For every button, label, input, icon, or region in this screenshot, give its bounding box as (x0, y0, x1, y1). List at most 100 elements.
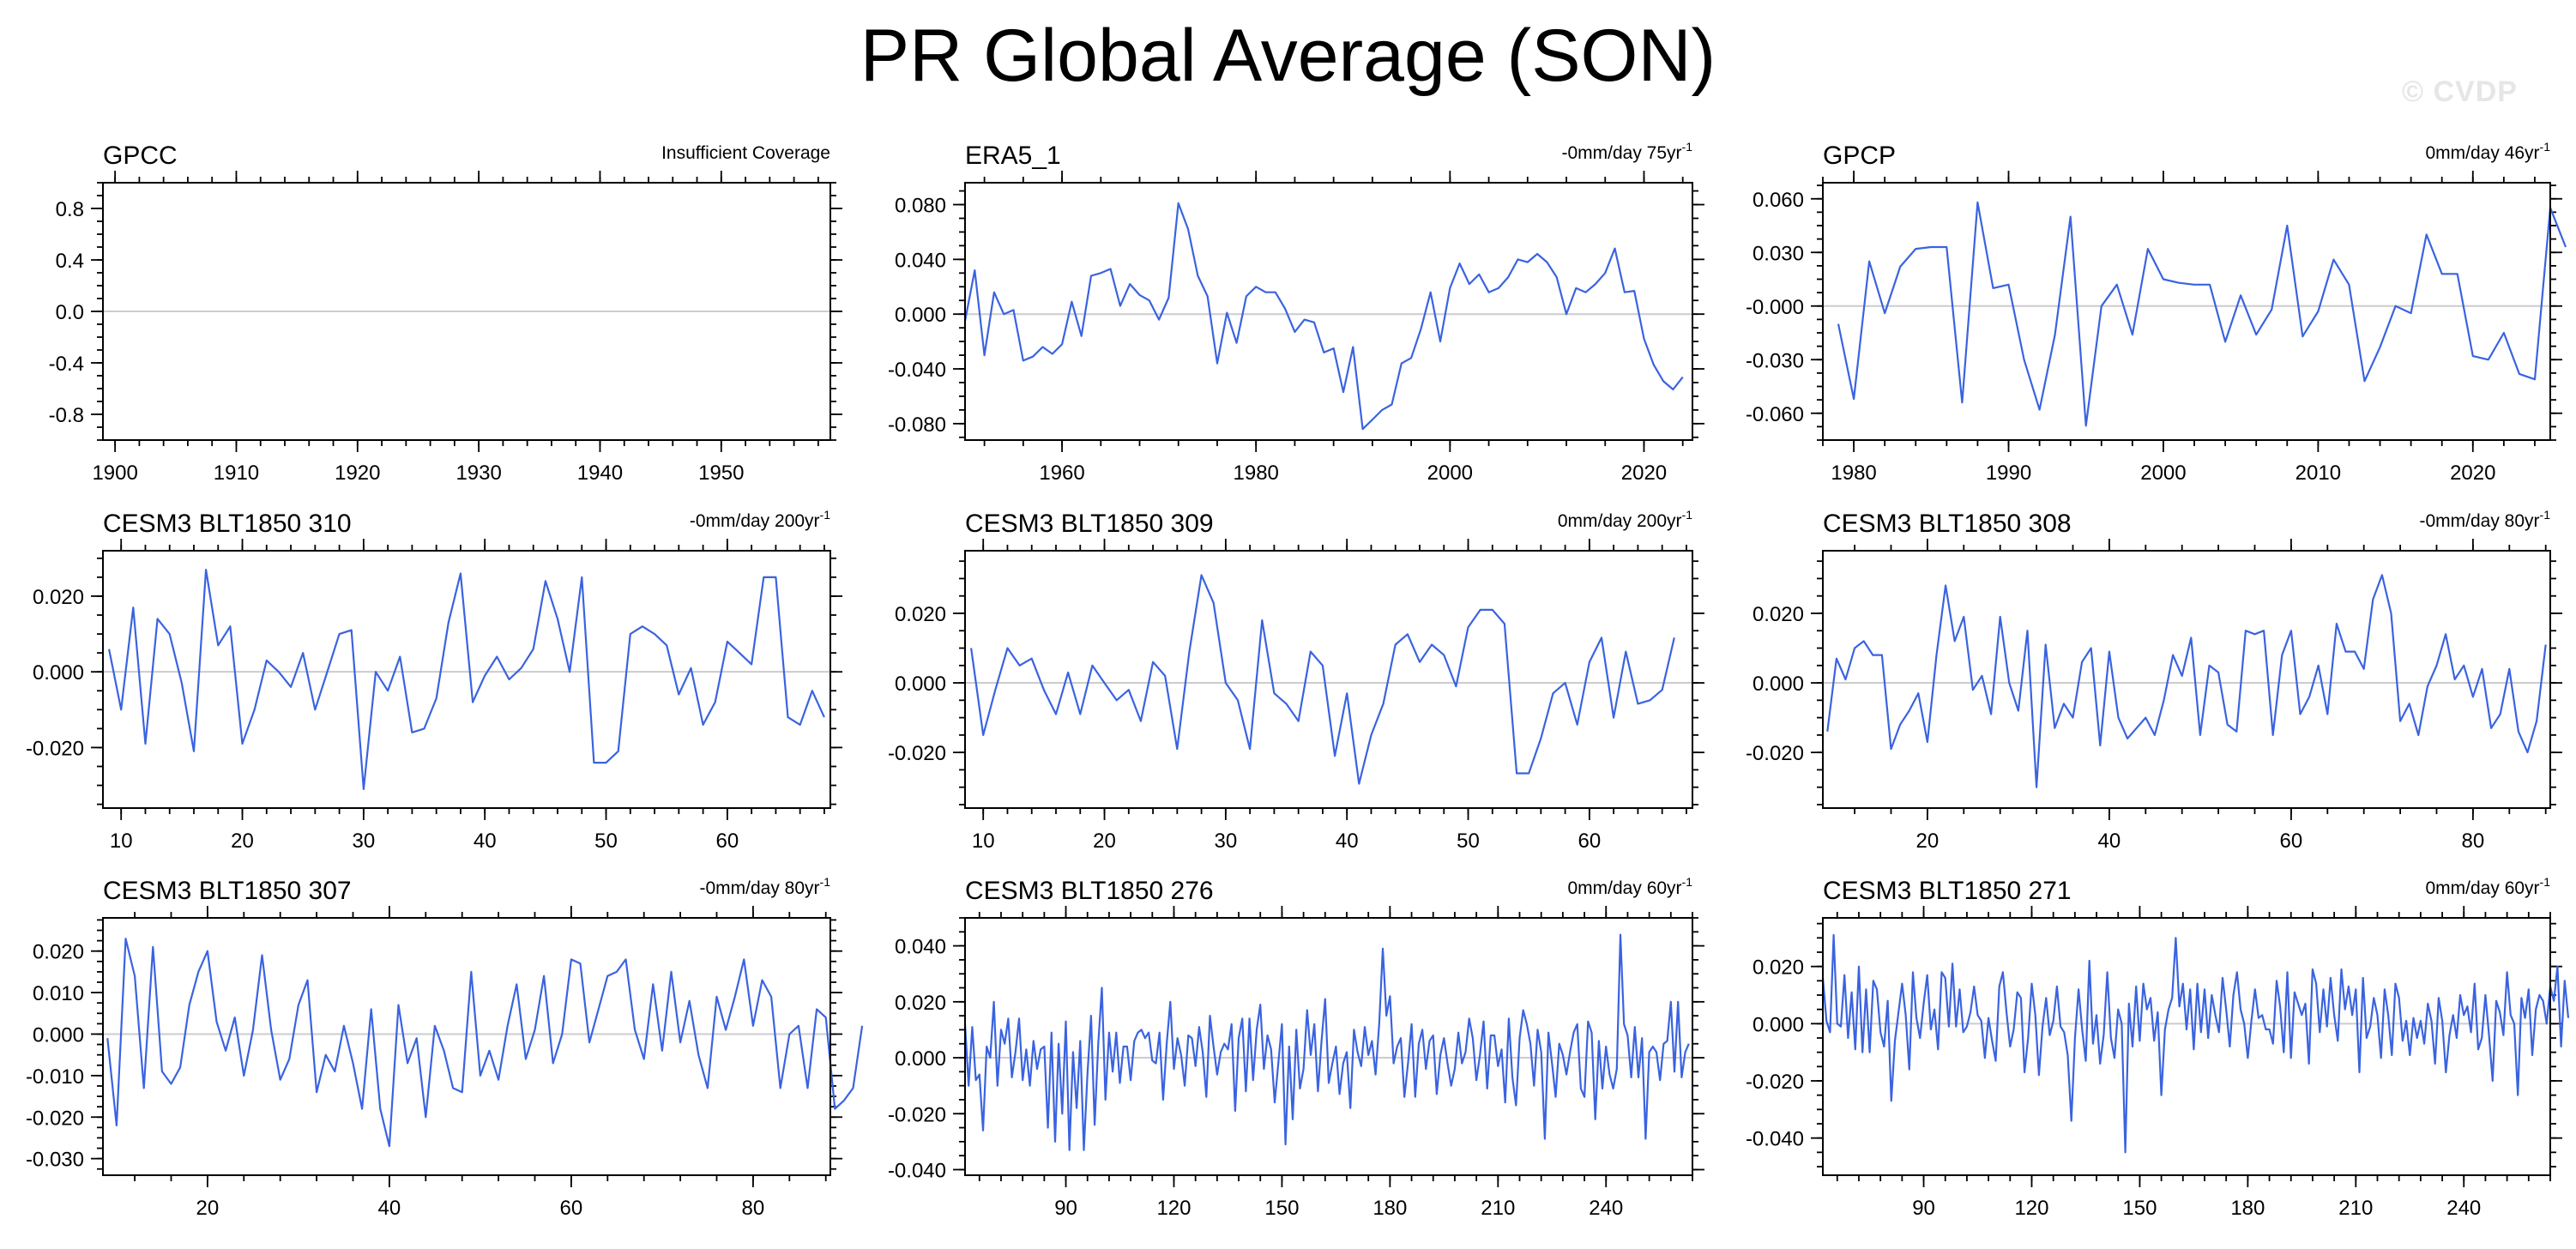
trend-exponent: -1 (1682, 140, 1693, 154)
y-tick-label: 0.020 (895, 603, 946, 626)
x-tick-label: 40 (2098, 830, 2121, 853)
trend-exponent: -1 (2540, 875, 2551, 889)
x-tick-label: 40 (378, 1197, 401, 1220)
y-tick-label: 0.8 (56, 198, 84, 221)
plot-frame (102, 550, 831, 809)
panel-title: CESM3 BLT1850 310 (103, 510, 352, 538)
x-tick-label: 1980 (1831, 462, 1876, 485)
x-tick-label: 1920 (335, 462, 380, 485)
panel-title: GPCC (103, 142, 178, 170)
y-tick-label: -0.040 (888, 1159, 946, 1182)
plot-frame (964, 917, 1693, 1176)
y-tick-label: 0.000 (33, 661, 84, 685)
y-tick-label: -0.020 (26, 1107, 84, 1130)
trend-exponent: -1 (820, 875, 831, 889)
y-tick-label: 0.040 (895, 936, 946, 959)
x-tick-label: 20 (1916, 830, 1940, 853)
x-tick-label: 20 (1093, 830, 1116, 853)
x-tick-label: 50 (594, 830, 618, 853)
trend-annotation: Insufficient Coverage (661, 143, 830, 163)
panel-title: CESM3 BLT1850 307 (103, 877, 352, 905)
x-tick-label: 80 (742, 1197, 765, 1220)
y-tick-label: -0.020 (888, 742, 946, 765)
panel-title: ERA5_1 (965, 142, 1061, 170)
series-line (970, 574, 1675, 785)
y-tick-label: -0.020 (26, 737, 84, 760)
trend-exponent: -1 (1682, 508, 1693, 522)
trend-annotation: -0mm/day 75yr-1 (1562, 140, 1693, 163)
y-tick-label: 0.000 (895, 304, 946, 327)
x-tick-label: 90 (1054, 1197, 1077, 1220)
x-tick-label: 210 (2338, 1197, 2373, 1220)
x-tick-label: 2010 (2295, 462, 2341, 485)
x-tick-label: 180 (2230, 1197, 2265, 1220)
chart-panel-6: CESM3 BLT1850 308 -0mm/day 80yr-1 0.020 0.0… (1746, 508, 2562, 853)
chart-panel-3: GPCP 0mm/day 46yr-1 0.060 0.030 -0.000 -0.030… (1746, 140, 2567, 485)
x-tick-label: 10 (972, 830, 995, 853)
x-tick-label: 1940 (577, 462, 623, 485)
trend-exponent: -1 (820, 508, 831, 522)
chart-panel-5: CESM3 BLT1850 309 0mm/day 200yr-1 0.020 0.0… (888, 508, 1704, 853)
plot-frame (1822, 182, 2551, 441)
y-tick-label: 0.000 (1753, 1013, 1804, 1036)
x-tick-label: 30 (353, 830, 376, 853)
panel-title: CESM3 BLT1850 308 (1823, 510, 2072, 538)
x-tick-label: 2020 (1621, 462, 1667, 485)
series-line (963, 202, 1684, 431)
trend-annotation: 0mm/day 46yr-1 (2426, 140, 2551, 163)
y-tick-label: 0.020 (1753, 956, 1804, 980)
x-tick-label: 90 (1912, 1197, 1935, 1220)
plot-frame (1822, 550, 2551, 809)
y-tick-label: 0.040 (895, 249, 946, 272)
x-tick-label: 1990 (1986, 462, 2031, 485)
watermark: © CVDP (2402, 75, 2518, 108)
y-tick-label: 0.020 (33, 586, 84, 609)
x-tick-label: 2000 (1427, 462, 1473, 485)
chart-panel-8: CESM3 BLT1850 276 0mm/day 60yr-1 0.040 0.02… (888, 875, 1704, 1220)
y-tick-label: -0.010 (26, 1065, 84, 1089)
panel-title: CESM3 BLT1850 276 (965, 877, 1214, 905)
x-tick-label: 40 (1336, 830, 1359, 853)
x-tick-label: 120 (2014, 1197, 2048, 1220)
x-tick-label: 180 (1372, 1197, 1407, 1220)
plot-frame (102, 917, 831, 1176)
x-tick-label: 60 (1578, 830, 1602, 853)
y-tick-label: 0.080 (895, 195, 946, 218)
y-tick-label: -0.060 (1746, 403, 1804, 426)
chart-panel-1: GPCC Insufficient Coverage 0.8 0.4 0.0 -0.4 -0… (49, 142, 842, 485)
y-tick-label: -0.080 (888, 413, 946, 437)
x-tick-label: 20 (231, 830, 254, 853)
y-tick-label: 0.020 (895, 992, 946, 1015)
trend-annotation: -0mm/day 80yr-1 (700, 875, 831, 898)
x-tick-label: 120 (1156, 1197, 1191, 1220)
trend-exponent: -1 (2540, 508, 2551, 522)
y-tick-label: -0.030 (1746, 349, 1804, 372)
chart-panel-9: CESM3 BLT1850 271 0mm/day 60yr-1 0.020 0.00… (1746, 875, 2570, 1220)
y-tick-label: -0.040 (1746, 1128, 1804, 1151)
y-tick-label: 0.060 (1753, 189, 1804, 212)
y-tick-label: -0.020 (1746, 742, 1804, 765)
x-tick-label: 40 (474, 830, 497, 853)
y-tick-label: -0.8 (49, 404, 84, 427)
x-tick-label: 150 (1264, 1197, 1299, 1220)
trend-annotation: 0mm/day 200yr-1 (1558, 508, 1692, 531)
figure-title: PR Global Average (SON) (860, 15, 1716, 97)
x-tick-label: 150 (2122, 1197, 2157, 1220)
plot-frame (1822, 917, 2551, 1176)
x-tick-label: 2020 (2450, 462, 2495, 485)
series-line (1821, 933, 2570, 1154)
chart-panel-2: ERA5_1 -0mm/day 75yr-1 0.080 0.040 0.000 -0.0… (888, 140, 1704, 485)
series-line (108, 568, 825, 791)
trend-annotation: 0mm/day 60yr-1 (2426, 875, 2551, 898)
trend-annotation: -0mm/day 80yr-1 (2420, 508, 2551, 531)
y-tick-label: -0.020 (888, 1103, 946, 1126)
x-tick-label: 60 (2280, 830, 2303, 853)
trend-exponent: -1 (1682, 875, 1693, 889)
x-tick-label: 240 (1589, 1197, 1623, 1220)
x-tick-label: 1980 (1234, 462, 1279, 485)
plot-frame (102, 182, 831, 441)
x-tick-label: 20 (196, 1197, 220, 1220)
series-line (1837, 201, 2567, 427)
trend-annotation: 0mm/day 60yr-1 (1568, 875, 1693, 898)
panel-title: GPCP (1823, 142, 1896, 170)
